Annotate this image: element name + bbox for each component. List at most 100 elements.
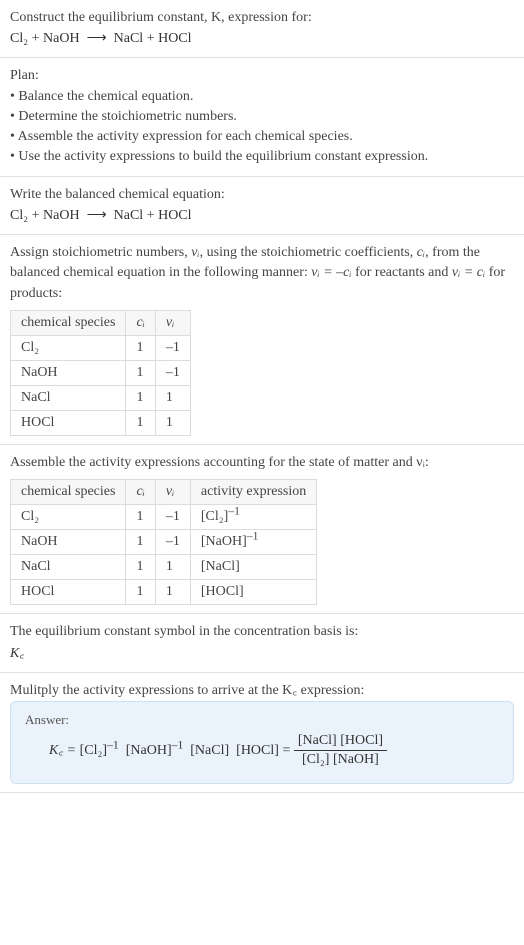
- cell-expr: [NaOH]–1: [190, 530, 316, 555]
- final-section: Mulitply the activity expressions to arr…: [0, 673, 524, 794]
- plan-item-2: • Assemble the activity expression for e…: [10, 127, 514, 147]
- cell-ci: 1: [126, 360, 155, 385]
- cell-nu: 1: [155, 385, 190, 410]
- stoich-text: Assign stoichiometric numbers, νᵢ, using…: [10, 243, 514, 304]
- final-fraction: [NaCl] [HOCl] [Cl₂] [NaOH]: [294, 732, 387, 769]
- col-nu-label: νᵢ: [166, 315, 174, 330]
- balanced-heading: Write the balanced chemical equation:: [10, 185, 514, 205]
- table-header-row: chemical species cᵢ νᵢ: [11, 310, 191, 335]
- final-t1s: –1: [107, 738, 119, 751]
- final-t2b: [NaOH]: [126, 743, 172, 758]
- activity-section: Assemble the activity expressions accoun…: [0, 445, 524, 614]
- expr-base: [NaCl]: [201, 559, 240, 574]
- cell-species: HOCl: [11, 580, 126, 605]
- intro-line1: Construct the equilibrium constant, K, e…: [10, 10, 312, 25]
- cell-nu: –1: [155, 360, 190, 385]
- col-expr: activity expression: [190, 480, 316, 505]
- stoich-ci: cᵢ: [417, 245, 425, 260]
- col-species: chemical species: [11, 480, 126, 505]
- col-ci-label: cᵢ: [136, 315, 144, 330]
- stoich-eq1: νᵢ = –cᵢ: [311, 265, 351, 280]
- plan-item-1: • Determine the stoichiometric numbers.: [10, 107, 514, 127]
- plan-item-0: • Balance the chemical equation.: [10, 87, 514, 107]
- final-t3: [NaCl]: [190, 743, 229, 758]
- balanced-arrow: ⟶: [87, 208, 107, 223]
- cell-ci: 1: [126, 580, 155, 605]
- cell-nu: –1: [155, 530, 190, 555]
- symbol-section: The equilibrium constant symbol in the c…: [0, 614, 524, 672]
- activity-heading: Assemble the activity expressions accoun…: [10, 453, 514, 473]
- table-row: HOCl 1 1: [11, 410, 191, 435]
- stoich-eq2: νᵢ = cᵢ: [452, 265, 485, 280]
- cell-ci: 1: [126, 410, 155, 435]
- expr-sup: –1: [228, 505, 240, 518]
- final-t4: [HOCl]: [236, 743, 279, 758]
- table-row: HOCl 1 1 [HOCl]: [11, 580, 317, 605]
- table-row: Cl₂ 1 –1 [Cl₂]–1: [11, 505, 317, 530]
- activity-table: chemical species cᵢ νᵢ activity expressi…: [10, 479, 317, 605]
- cell-nu: –1: [155, 505, 190, 530]
- cell-species: NaCl: [11, 385, 126, 410]
- final-frac-num: [NaCl] [HOCl]: [294, 732, 387, 751]
- col-ci-label: cᵢ: [136, 484, 144, 499]
- cell-nu: 1: [155, 555, 190, 580]
- balanced-equation: Cl₂ + NaOH ⟶ NaCl + HOCl: [10, 205, 514, 226]
- intro-equation: Cl₂ + NaOH ⟶ NaCl + HOCl: [10, 28, 514, 49]
- cell-species: Cl₂: [11, 335, 126, 360]
- col-nu-label: νᵢ: [166, 484, 174, 499]
- expr-base: [Cl₂]: [201, 509, 228, 524]
- final-t2s: –1: [172, 738, 184, 751]
- stoich-t4: for reactants and: [352, 265, 452, 280]
- final-frac-den: [Cl₂] [NaOH]: [294, 751, 387, 769]
- col-ci: cᵢ: [126, 310, 155, 335]
- cell-species: HOCl: [11, 410, 126, 435]
- intro-text: Construct the equilibrium constant, K, e…: [10, 8, 514, 28]
- cell-nu: 1: [155, 580, 190, 605]
- col-ci: cᵢ: [126, 480, 155, 505]
- stoich-table: chemical species cᵢ νᵢ Cl₂ 1 –1 NaOH 1 –…: [10, 310, 191, 436]
- expr-base: [HOCl]: [201, 584, 244, 599]
- balanced-products: NaCl + HOCl: [114, 208, 192, 223]
- table-row: Cl₂ 1 –1: [11, 335, 191, 360]
- intro-reactants: Cl₂ + NaOH: [10, 31, 80, 46]
- cell-ci: 1: [126, 335, 155, 360]
- balanced-section: Write the balanced chemical equation: Cl…: [0, 177, 524, 235]
- final-t1b: [Cl₂]: [80, 743, 107, 758]
- cell-ci: 1: [126, 530, 155, 555]
- cell-expr: [NaCl]: [190, 555, 316, 580]
- cell-species: NaOH: [11, 530, 126, 555]
- plan-section: Plan: • Balance the chemical equation. •…: [0, 58, 524, 176]
- cell-ci: 1: [126, 385, 155, 410]
- answer-box: Answer: K꜀ = [Cl₂]–1 [NaOH]–1 [NaCl] [HO…: [10, 701, 514, 784]
- table-row: NaCl 1 1 [NaCl]: [11, 555, 317, 580]
- cell-nu: 1: [155, 410, 190, 435]
- table-header-row: chemical species cᵢ νᵢ activity expressi…: [11, 480, 317, 505]
- cell-species: Cl₂: [11, 505, 126, 530]
- final-eq: =: [279, 743, 294, 758]
- final-heading: Mulitply the activity expressions to arr…: [10, 681, 514, 701]
- plan-heading: Plan:: [10, 66, 514, 86]
- symbol-Kc: K꜀: [10, 646, 24, 661]
- col-nu: νᵢ: [155, 310, 190, 335]
- col-nu: νᵢ: [155, 480, 190, 505]
- table-row: NaOH 1 –1 [NaOH]–1: [11, 530, 317, 555]
- final-equation: K꜀ = [Cl₂]–1 [NaOH]–1 [NaCl] [HOCl] = [N…: [25, 732, 499, 769]
- intro-section: Construct the equilibrium constant, K, e…: [0, 0, 524, 58]
- cell-nu: –1: [155, 335, 190, 360]
- balanced-reactants: Cl₂ + NaOH: [10, 208, 80, 223]
- stoich-section: Assign stoichiometric numbers, νᵢ, using…: [0, 235, 524, 445]
- answer-label: Answer:: [25, 712, 499, 728]
- intro-arrow: ⟶: [87, 31, 107, 46]
- col-species: chemical species: [11, 310, 126, 335]
- symbol-line: The equilibrium constant symbol in the c…: [10, 622, 514, 642]
- intro-products: NaCl + HOCl: [114, 31, 192, 46]
- expr-sup: –1: [247, 530, 259, 543]
- cell-expr: [Cl₂]–1: [190, 505, 316, 530]
- expr-base: [NaOH]: [201, 534, 247, 549]
- cell-species: NaCl: [11, 555, 126, 580]
- table-row: NaOH 1 –1: [11, 360, 191, 385]
- cell-ci: 1: [126, 555, 155, 580]
- stoich-nu: νᵢ: [191, 245, 199, 260]
- stoich-t2: , using the stoichiometric coefficients,: [200, 245, 417, 260]
- final-lhs: K꜀ =: [49, 743, 80, 758]
